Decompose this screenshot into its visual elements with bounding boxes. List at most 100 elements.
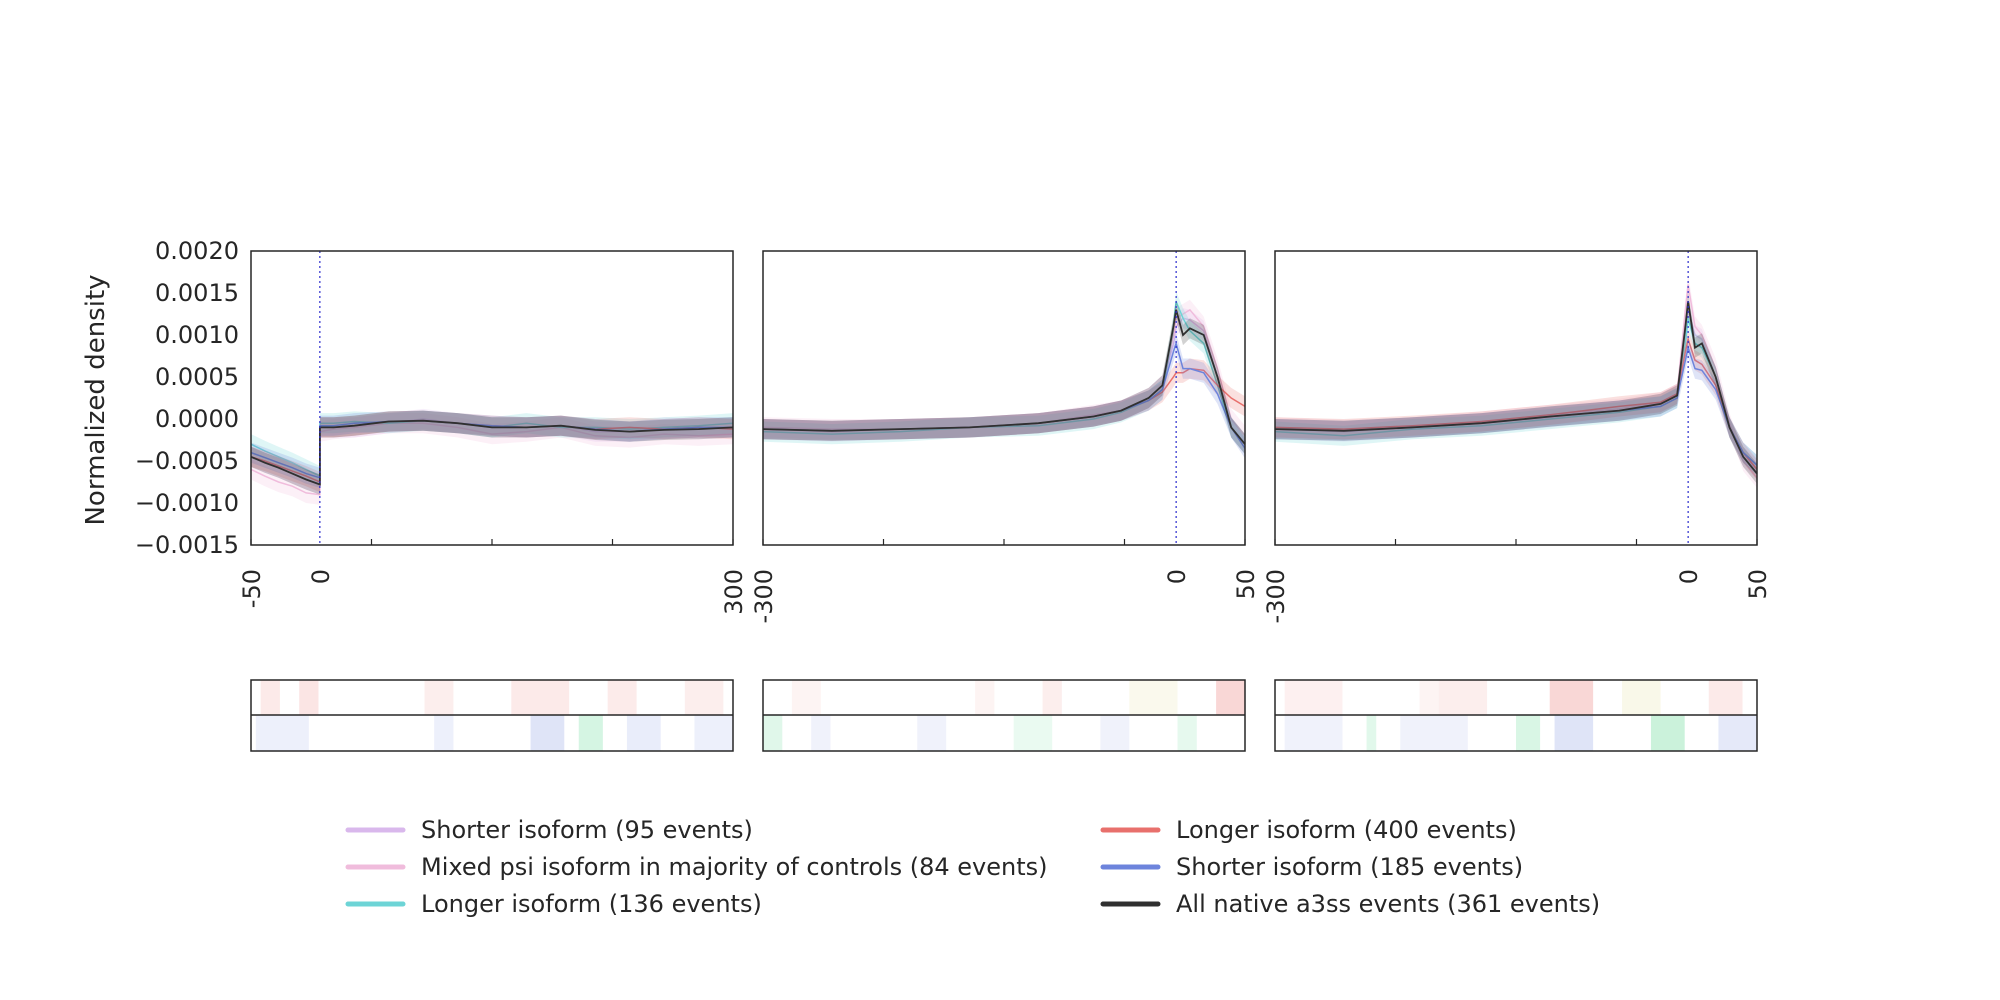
heatmap-band-middle-top-4 (1216, 680, 1245, 715)
confidence-band-left-5 (251, 410, 733, 495)
heatmap-band-right-bottom-4 (1554, 715, 1594, 751)
heatmap-band-left-bottom-5 (694, 715, 733, 751)
legend-item-0: Shorter isoform (95 events) (345, 816, 753, 844)
legend-item-4: Shorter isoform (185 events) (1100, 853, 1523, 881)
heatmap-band-middle-bottom-0 (763, 715, 783, 751)
axes-frame-right (1274, 250, 1758, 546)
confidence-band-right-5 (1275, 291, 1757, 484)
legend-label-4: Shorter isoform (185 events) (1176, 853, 1523, 881)
confidence-band-left-2 (251, 410, 733, 487)
series-line-right-1 (1274, 284, 1758, 479)
y-tick-label-6: −0.0010 (135, 489, 239, 517)
legend-label-0: Shorter isoform (95 events) (421, 816, 753, 844)
heatmap-band-middle-top-1 (975, 680, 995, 715)
heatmap-band-right-top-5 (1708, 680, 1743, 715)
heatmap-row-right-top (1284, 680, 1743, 715)
heatmap-row-middle-top (791, 680, 1245, 715)
x-tick-label-left-2: 300 (720, 569, 748, 615)
confidence-band-right-1 (1275, 274, 1757, 488)
heatmap-row-middle-bottom (763, 715, 1197, 751)
axes-frame-left (250, 250, 734, 546)
legend-item-3: Longer isoform (400 events) (1100, 816, 1517, 844)
confidence-band-middle-2 (763, 291, 1245, 455)
series-line-left-1 (250, 422, 734, 496)
panel-middle: -300 0 50 (750, 250, 1260, 623)
heatmap-band-right-bottom-3 (1516, 715, 1541, 751)
heatmap-band-left-top-5 (684, 680, 724, 715)
y-axis-label: Normalized density (81, 274, 111, 525)
legend: Shorter isoform (95 events) Mixed psi iso… (345, 816, 1600, 918)
heatmap-band-right-bottom-5 (1650, 715, 1685, 751)
confidence-band-right-4 (1275, 337, 1757, 476)
x-tick-label-right-1: 0 (1675, 569, 1703, 584)
heatmap-band-right-bottom-0 (1284, 715, 1343, 751)
heatmap-band-left-top-4 (607, 680, 637, 715)
legend-label-2: Longer isoform (136 events) (421, 890, 762, 918)
heatmap-band-right-top-0 (1284, 680, 1343, 715)
heatmap-row-left-bottom (255, 715, 733, 751)
heatmap-band-left-bottom-2 (530, 715, 565, 751)
heatmap-band-middle-bottom-5 (1177, 715, 1197, 751)
series-line-right-5 (1274, 301, 1758, 475)
confidence-band-middle-5 (763, 299, 1245, 455)
heatmap-band-middle-top-3 (1129, 680, 1178, 715)
heatmap-row-right-bottom (1284, 715, 1757, 751)
y-tick-label-1: 0.0015 (155, 279, 239, 307)
heatmap-band-middle-top-0 (791, 680, 821, 715)
x-tick-label-right-2: 50 (1744, 569, 1772, 600)
heatmap-band-right-bottom-6 (1718, 715, 1757, 751)
confidence-band-right-2 (1275, 308, 1757, 476)
heatmap-band-right-top-2 (1438, 680, 1488, 715)
heatmap-band-right-top-1 (1419, 680, 1439, 715)
x-tick-label-middle-2: 50 (1232, 569, 1260, 600)
y-tick-label-3: 0.0005 (155, 363, 239, 391)
x-tick-label-left-1: 0 (307, 569, 335, 584)
panel-right: -300 0 50 (1262, 250, 1772, 623)
heatmap-band-right-bottom-1 (1366, 715, 1377, 751)
y-tick-label-4: 0.0000 (155, 405, 239, 433)
x-tick-label-left-0: -50 (238, 569, 266, 608)
x-tick-label-right-0: -300 (1262, 569, 1290, 623)
heatmap-band-left-top-2 (424, 680, 454, 715)
heatmap-band-middle-bottom-2 (917, 715, 947, 751)
legend-item-1: Mixed psi isoform in majority of control… (345, 853, 1048, 881)
confidence-band-middle-3 (763, 358, 1245, 441)
heatmap-band-left-bottom-4 (626, 715, 661, 751)
heatmap-band-left-bottom-3 (578, 715, 603, 751)
legend-item-5: All native a3ss events (361 events) (1100, 890, 1600, 918)
heatmap-strips (250, 679, 1758, 752)
heatmap-band-right-top-3 (1549, 680, 1594, 715)
heatmap-band-right-bottom-2 (1400, 715, 1468, 751)
series-line-left-5 (250, 419, 734, 486)
heatmap-band-left-top-1 (299, 680, 319, 715)
heatmap-band-left-top-0 (260, 680, 280, 715)
line-panels: -50 0 300 0.0020 0.0015 0.0010 0.0005 0.0000 −0.… (135, 237, 1772, 623)
x-tick-label-middle-0: -300 (750, 569, 778, 623)
heatmap-band-right-top-4 (1622, 680, 1661, 715)
heatmap-band-middle-bottom-3 (1013, 715, 1053, 751)
legend-label-1: Mixed psi isoform in majority of control… (421, 853, 1048, 881)
y-tick-label-5: −0.0005 (135, 447, 239, 475)
series-line-right-4 (1274, 344, 1758, 466)
y-tick-label-2: 0.0010 (155, 321, 239, 349)
legend-item-2: Longer isoform (136 events) (345, 890, 762, 918)
confidence-band-right-0 (1275, 299, 1757, 480)
heatmap-band-middle-top-2 (1042, 680, 1062, 715)
legend-label-3: Longer isoform (400 events) (1176, 816, 1517, 844)
y-tick-label-0: 0.0020 (155, 237, 239, 265)
heatmap-band-left-top-3 (511, 680, 570, 715)
y-tick-label-7: −0.0015 (135, 531, 239, 559)
heatmap-band-left-bottom-1 (434, 715, 454, 751)
legend-label-5: All native a3ss events (361 events) (1176, 890, 1600, 918)
confidence-band-middle-0 (763, 308, 1245, 455)
heatmap-row-left-top (260, 680, 724, 715)
heatmap-band-left-bottom-0 (255, 715, 309, 751)
series-line-middle-5 (762, 309, 1246, 445)
axes-frame-middle (762, 250, 1246, 546)
panel-left: -50 0 300 0.0020 0.0015 0.0010 0.0005 0.0000 −0.… (135, 237, 748, 615)
heatmap-band-middle-bottom-1 (811, 715, 831, 751)
x-tick-label-middle-1: 0 (1163, 569, 1191, 584)
heatmap-band-middle-bottom-4 (1100, 715, 1130, 751)
confidence-band-middle-4 (763, 333, 1245, 459)
